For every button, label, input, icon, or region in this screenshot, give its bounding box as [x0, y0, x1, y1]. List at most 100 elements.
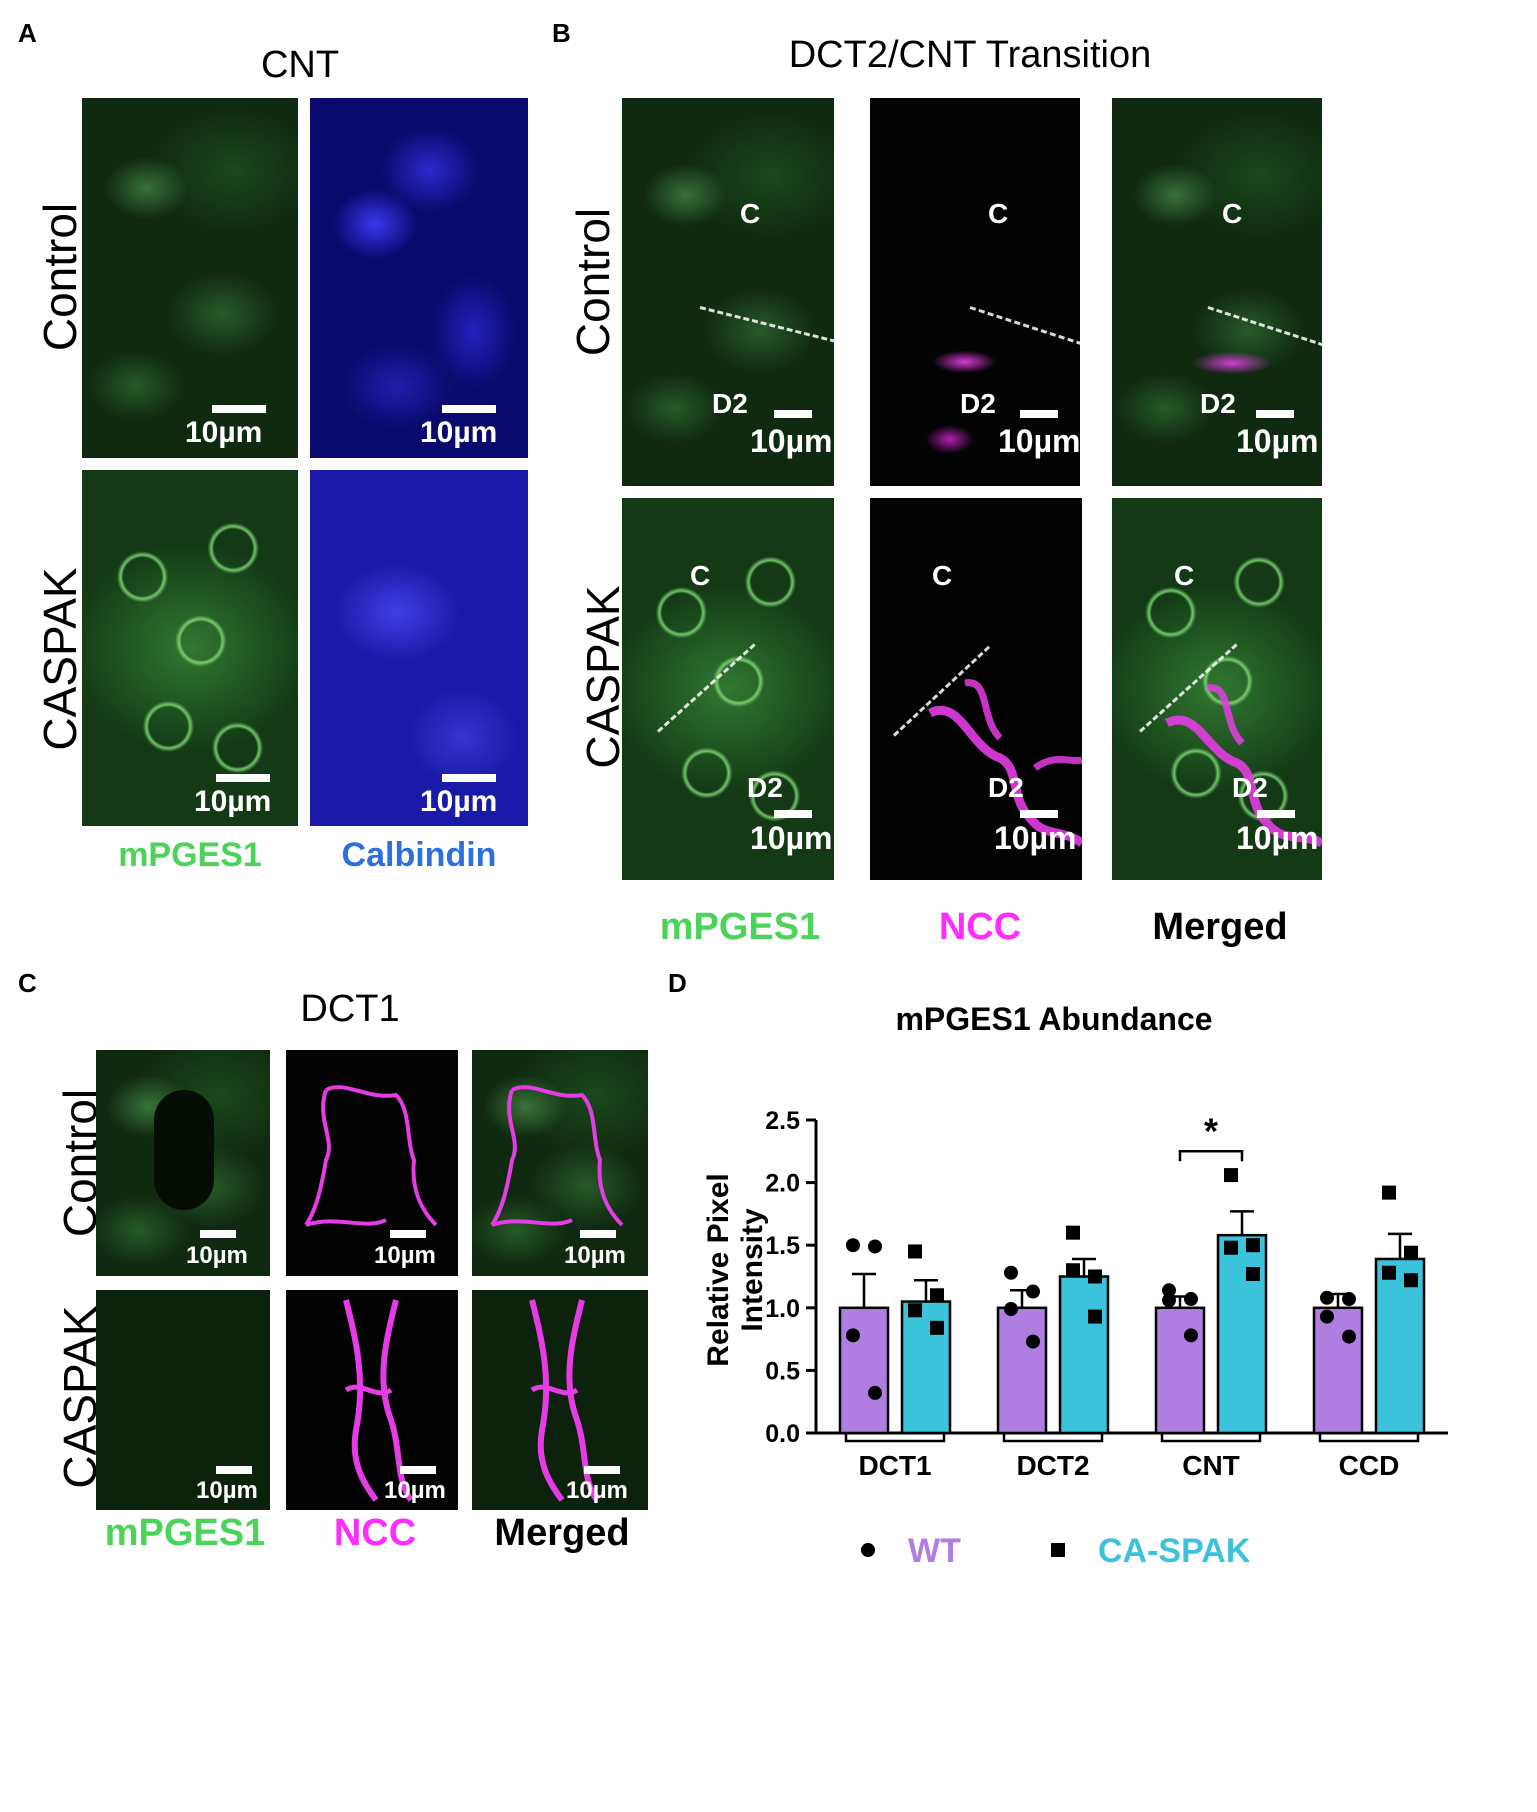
ncc-stain	[1164, 684, 1322, 848]
x-tick-label: CCD	[1339, 1450, 1400, 1481]
data-point-wt	[1026, 1284, 1040, 1299]
panel-c-label: C	[18, 968, 37, 998]
data-point-wt	[1004, 1265, 1018, 1280]
panel-b-caspak-mpges1-image: C D2 10µm	[622, 498, 834, 880]
scale-bar	[774, 410, 812, 418]
data-point-wt	[846, 1328, 860, 1343]
panel-c-title: DCT1	[300, 988, 400, 1030]
chart-title: mPGES1 Abundance	[895, 1001, 1212, 1037]
group-bracket	[1318, 1433, 1420, 1443]
segment-d2-label: D2	[1232, 772, 1268, 803]
y-tick-label: 1.5	[765, 1232, 800, 1260]
panel-a-row-control: Control	[34, 202, 86, 352]
ncc-stain	[343, 1299, 414, 1502]
legend-marker-wt	[861, 1543, 875, 1557]
data-point-ca-spak	[908, 1303, 922, 1318]
panel-c-channel-merged: Merged	[494, 1512, 630, 1554]
scale-bar-label: 10µm	[564, 1242, 626, 1269]
legend-marker-ca-spak	[1051, 1543, 1065, 1557]
data-point-ca-spak	[1066, 1263, 1080, 1278]
data-point-ca-spak	[1224, 1240, 1238, 1255]
segment-c-label: C	[740, 198, 761, 229]
data-point-wt	[1342, 1329, 1356, 1344]
panel-a-channel-calbindin: Calbindin	[341, 836, 497, 874]
scale-bar	[1256, 410, 1294, 418]
scale-bar	[1020, 410, 1058, 418]
significance-star: *	[1204, 1110, 1218, 1151]
y-tick-label: 1.0	[765, 1295, 800, 1323]
group-bracket	[1160, 1433, 1262, 1443]
segment-d2-label: D2	[960, 388, 996, 419]
data-point-wt	[868, 1239, 882, 1254]
y-axis-label: Relative PixelIntensity	[702, 1173, 769, 1366]
data-point-ca-spak	[1088, 1269, 1102, 1284]
panel-a-title: CNT	[260, 44, 340, 86]
ncc-stain	[529, 1299, 600, 1502]
data-point-ca-spak	[908, 1244, 922, 1259]
data-point-wt	[1162, 1293, 1176, 1308]
segment-c-label: C	[690, 560, 711, 591]
panel-b-control-merged-image: C D2 10µm	[1112, 98, 1322, 486]
transition-line	[699, 306, 834, 343]
panel-c-caspak-merged-image: 10µm	[472, 1290, 648, 1510]
panel-b-caspak-ncc-image: C D2 10µm	[870, 498, 1082, 880]
segment-c-label: C	[932, 560, 953, 591]
panel-c-channel-mpges1: mPGES1	[104, 1512, 266, 1554]
panel-c-control-ncc-image: 10µm	[286, 1050, 458, 1276]
scale-bar	[442, 774, 496, 782]
segment-d2-label: D2	[1200, 388, 1236, 419]
scale-bar-label: 10µm	[1236, 820, 1319, 856]
panel-c-caspak-ncc-image: 10µm	[286, 1290, 458, 1510]
x-tick-label: DCT2	[1016, 1450, 1089, 1481]
scale-bar-label: 10µm	[994, 820, 1077, 856]
panel-c-channel-ncc: NCC	[333, 1512, 417, 1554]
panel-b-caspak-merged-image: C D2 10µm	[1112, 498, 1322, 880]
data-point-wt	[1184, 1328, 1198, 1343]
data-point-wt	[868, 1385, 882, 1400]
panel-d-label: D	[668, 968, 687, 998]
segment-d2-label: D2	[988, 772, 1024, 803]
ncc-stain	[927, 679, 1082, 847]
bar-ca-spak-cnt	[1216, 1233, 1268, 1435]
scale-bar	[390, 1230, 426, 1238]
data-point-ca-spak	[1224, 1168, 1238, 1183]
segment-d2-label: D2	[747, 772, 783, 803]
bar-ca-spak-dct2	[1058, 1275, 1110, 1435]
transition-line	[656, 643, 756, 733]
ncc-stain	[304, 1085, 438, 1227]
panel-a-channel-mpges1: mPGES1	[118, 836, 262, 874]
data-point-ca-spak	[1404, 1245, 1418, 1260]
bar-wt-ccd	[1312, 1306, 1364, 1435]
panel-c-control-merged-image: 10µm	[472, 1050, 648, 1276]
scale-bar-label: 10µm	[420, 416, 498, 449]
legend-label-wt: WT	[908, 1532, 961, 1570]
panel-b-title: DCT2/CNT Transition	[788, 34, 1152, 76]
scale-bar	[1020, 810, 1058, 818]
scale-bar-label: 10µm	[186, 1242, 248, 1269]
scale-bar-label: 10µm	[194, 785, 272, 818]
scale-bar	[1257, 810, 1295, 818]
y-tick-label: 0.0	[765, 1420, 800, 1448]
scale-bar	[212, 405, 266, 413]
data-point-wt	[1184, 1292, 1198, 1307]
panel-a-control-mpges1-image: 10µm	[82, 98, 298, 458]
scale-bar-label: 10µm	[998, 423, 1080, 459]
data-point-ca-spak	[1382, 1265, 1396, 1280]
y-tick-label: 2.0	[765, 1170, 800, 1198]
group-bracket	[1002, 1433, 1104, 1443]
panel-c-control-mpges1-image: 10µm	[96, 1050, 270, 1276]
panel-b-row-control: Control	[567, 207, 619, 357]
bar-wt-cnt	[1154, 1306, 1206, 1435]
scale-bar-label: 10µm	[750, 820, 833, 856]
scale-bar-label: 10µm	[185, 416, 263, 449]
data-point-ca-spak	[1088, 1309, 1102, 1324]
x-tick-label: CNT	[1182, 1450, 1240, 1481]
scale-bar-label: 10µm	[420, 785, 498, 818]
data-point-ca-spak	[1246, 1238, 1260, 1253]
mpges1-abundance-chart: mPGES1 Abundance Relative PixelIntensity…	[702, 1001, 1448, 1570]
group-bracket	[844, 1433, 946, 1443]
scale-bar	[584, 1466, 620, 1474]
data-point-wt	[846, 1238, 860, 1253]
scale-bar-label: 10µm	[374, 1242, 436, 1269]
bar-wt-dct1	[838, 1306, 890, 1435]
